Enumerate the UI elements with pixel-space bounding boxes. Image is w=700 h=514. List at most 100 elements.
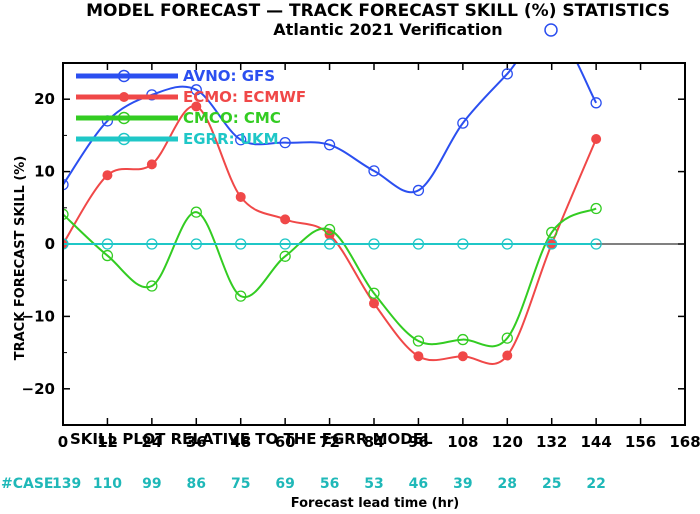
data-point (101, 249, 114, 262)
data-point (457, 238, 469, 250)
case-count-label: 69 (275, 476, 294, 492)
data-point (323, 139, 336, 151)
data-point (190, 238, 202, 250)
data-point (235, 134, 247, 146)
y-tick-label: 20 (34, 90, 55, 108)
series-egrr (63, 238, 602, 250)
case-count-label: 139 (52, 476, 81, 492)
y-tick-label: −10 (22, 307, 55, 325)
data-point (368, 165, 380, 177)
legend-label: ECMO: ECMWF (183, 88, 306, 106)
plot-frame (62, 62, 686, 426)
data-point (590, 97, 602, 109)
x-tick-label: 144 (580, 433, 611, 451)
case-count-label: 99 (142, 476, 161, 492)
x-tick-label: 0 (58, 433, 68, 451)
data-point (501, 68, 513, 80)
data-point (102, 170, 113, 181)
series-line (63, 207, 597, 348)
case-count-label: 39 (453, 476, 472, 492)
data-point (457, 333, 469, 346)
data-point (413, 351, 424, 362)
data-point (235, 191, 246, 202)
legend-item: ECMO: ECMWF (76, 88, 306, 106)
data-point (412, 238, 425, 250)
case-count-label: 53 (364, 476, 383, 492)
data-point (591, 134, 602, 145)
legend-marker (117, 69, 131, 83)
legend-marker (117, 111, 131, 125)
chart-subtitle: Atlantic 2021 Verification (273, 20, 502, 39)
subtitle-marker-icon (544, 23, 558, 37)
x-axis-label: Forecast lead time (hr) (291, 496, 459, 511)
data-point (146, 280, 158, 292)
legend-item: CMCO: CMC (76, 109, 281, 127)
series-group (63, 63, 602, 365)
case-count-label: 56 (320, 476, 339, 492)
case-label: #CASE (1, 476, 54, 492)
data-point (146, 159, 157, 170)
data-point (412, 184, 425, 197)
x-tick-label: 132 (536, 433, 567, 451)
data-point (279, 136, 291, 149)
case-count-label: 46 (409, 476, 428, 492)
data-point (323, 238, 336, 250)
data-point (412, 335, 425, 347)
data-point (323, 223, 336, 236)
legend-marker (119, 92, 129, 102)
data-point (502, 350, 513, 361)
x-tick-label: 168 (669, 433, 700, 451)
data-point (546, 226, 558, 239)
y-axis-label: TRACK FORECAST SKILL (%) (13, 156, 28, 361)
case-count-label: 110 (93, 476, 122, 492)
x-tick-label: 120 (492, 433, 523, 451)
data-point (369, 298, 379, 309)
legend-item: EGRR: UKM (76, 130, 279, 148)
y-tick-label: 10 (34, 163, 55, 181)
series-cmco (63, 202, 602, 348)
x-tick-label: 36 (186, 433, 207, 451)
data-point (457, 117, 469, 129)
data-point (235, 290, 247, 302)
x-tick-label: 12 (97, 433, 118, 451)
data-point (279, 250, 291, 262)
case-count-label: 86 (187, 476, 206, 492)
legend-label: EGRR: UKM (183, 130, 279, 148)
legend: AVNO: GFS ECMO: ECMWF CMCO: CMC EGRR: UKM (76, 67, 306, 148)
y-tick-label: −20 (22, 380, 55, 398)
x-tick-label: 108 (447, 433, 478, 451)
case-count-label: 28 (498, 476, 517, 492)
x-tick-label: 48 (230, 433, 251, 451)
axes: 0 12 24 36 48 60 72 84 96 108 120 132 144 156 168 20 10 0… (22, 62, 700, 492)
data-point (501, 332, 513, 344)
data-point (146, 238, 158, 250)
x-tick-label: 24 (141, 433, 162, 451)
data-point (190, 84, 202, 96)
case-count-label: 25 (542, 476, 561, 492)
data-point (101, 238, 114, 250)
data-point (457, 351, 468, 362)
data-point (546, 238, 558, 250)
chart-title: MODEL FORECAST — TRACK FORECAST SKILL (%… (86, 1, 670, 21)
case-count-label: 75 (231, 476, 250, 492)
legend-marker (117, 132, 131, 146)
y-tick-label: 0 (45, 235, 55, 253)
data-point (368, 287, 380, 299)
data-point (63, 208, 69, 220)
x-tick-label: 96 (408, 433, 429, 451)
legend-label: AVNO: GFS (183, 67, 275, 85)
chart-note: SKILL PLOT RELATIVE TO THE EGRR MODEL (70, 430, 433, 448)
data-point (191, 101, 202, 112)
x-tick-label: 72 (319, 433, 340, 451)
data-point (280, 214, 291, 225)
data-point (590, 202, 602, 215)
legend-label: CMCO: CMC (183, 109, 281, 127)
data-point (368, 238, 380, 250)
data-point (190, 206, 202, 218)
series-line (63, 63, 598, 194)
case-count-label: 22 (586, 476, 605, 492)
data-point (235, 238, 247, 250)
data-point (63, 238, 69, 250)
x-tick-label: 156 (625, 433, 656, 451)
